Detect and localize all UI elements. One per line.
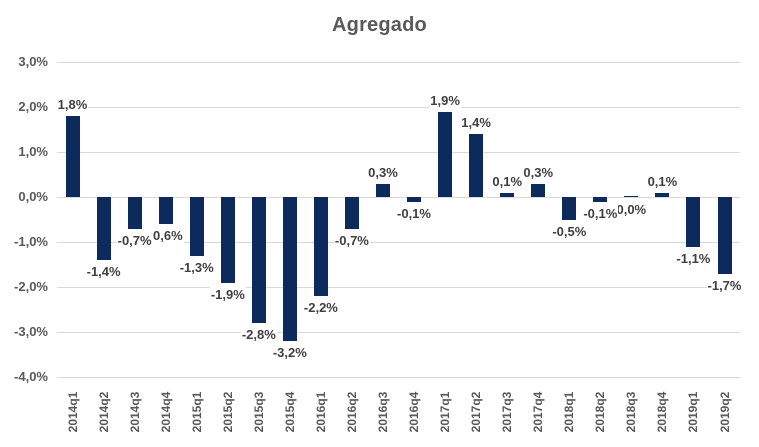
data-label: -0,6% bbox=[147, 228, 184, 243]
x-axis-tick-label: 2015q4 bbox=[282, 391, 297, 433]
data-label: -0,5% bbox=[551, 223, 588, 239]
y-axis-tick-label: -1,0% bbox=[14, 234, 48, 249]
y-axis-tick-label: 0,0% bbox=[18, 189, 48, 204]
bar bbox=[407, 197, 421, 202]
data-label: -1,1% bbox=[675, 250, 712, 266]
data-label: -2,2% bbox=[302, 300, 339, 315]
gridline bbox=[57, 152, 740, 153]
x-axis-tick-label: 2017q2 bbox=[469, 391, 484, 433]
gridline bbox=[57, 287, 740, 288]
x-axis-tick-label: 2019q2 bbox=[717, 391, 732, 433]
gridline bbox=[57, 197, 740, 198]
bar bbox=[220, 197, 235, 283]
x-axis-tick-label: 2014q1 bbox=[65, 391, 80, 433]
x-axis-tick-label: 2016q3 bbox=[376, 391, 390, 433]
data-label: 0,3% bbox=[367, 164, 399, 180]
bar bbox=[376, 183, 390, 197]
data-label: 0,3% bbox=[522, 164, 555, 180]
x-axis-tick-label: 2016q2 bbox=[344, 391, 359, 433]
y-axis-tick-label: -2,0% bbox=[14, 279, 48, 294]
bar bbox=[655, 192, 670, 197]
x-axis-tick-label: 2018q2 bbox=[593, 391, 608, 433]
bar bbox=[344, 197, 359, 229]
x-axis-tick-label: 2015q3 bbox=[251, 391, 266, 433]
bar bbox=[593, 197, 608, 202]
bar bbox=[686, 197, 701, 247]
bar bbox=[282, 197, 297, 341]
bar bbox=[127, 197, 142, 229]
x-axis-tick-label: 2017q1 bbox=[438, 391, 453, 433]
data-label: -1,3% bbox=[178, 259, 215, 275]
data-label: -0,1% bbox=[396, 205, 432, 221]
bar bbox=[189, 197, 204, 256]
data-label: 0,1% bbox=[646, 173, 679, 189]
bar bbox=[158, 197, 173, 224]
data-label: -1,4% bbox=[85, 264, 122, 279]
x-axis-tick-label: 2016q4 bbox=[407, 391, 421, 433]
data-label: 1,8% bbox=[56, 97, 89, 112]
data-label: -0,7% bbox=[116, 232, 153, 248]
x-axis-tick-label: 2015q1 bbox=[189, 391, 204, 433]
data-label: -2,8% bbox=[240, 327, 277, 342]
data-label: -1,7% bbox=[706, 277, 743, 293]
bar bbox=[251, 197, 266, 323]
data-label: -3,2% bbox=[271, 345, 308, 360]
bar bbox=[313, 197, 328, 296]
y-axis-tick-label: 2,0% bbox=[18, 99, 48, 114]
chart-title: Agregado bbox=[332, 14, 427, 36]
gridline bbox=[57, 107, 740, 108]
x-axis-tick-label: 2014q4 bbox=[158, 391, 173, 433]
bar bbox=[469, 134, 484, 197]
gridline bbox=[57, 377, 740, 378]
gridline bbox=[57, 242, 740, 243]
bar bbox=[65, 116, 80, 197]
gridline bbox=[57, 62, 740, 63]
gridline bbox=[57, 332, 740, 333]
bar bbox=[562, 197, 577, 220]
bar bbox=[438, 111, 453, 197]
x-axis-tick-label: 2018q1 bbox=[562, 391, 577, 433]
data-label: 0,0% bbox=[615, 202, 648, 217]
x-axis-tick-label: 2014q2 bbox=[96, 391, 111, 433]
bar bbox=[500, 192, 515, 197]
data-label: -1,9% bbox=[209, 286, 246, 302]
data-label: 1,4% bbox=[460, 115, 492, 130]
y-axis-tick-label: 1,0% bbox=[18, 144, 48, 159]
bar bbox=[531, 183, 546, 197]
y-axis-tick-label: 3,0% bbox=[18, 54, 48, 69]
data-label: 0,1% bbox=[491, 173, 524, 189]
bar bbox=[96, 197, 111, 260]
x-axis-tick-label: 2017q3 bbox=[500, 391, 515, 433]
x-axis-tick-label: 2018q3 bbox=[624, 391, 639, 433]
bar bbox=[717, 197, 732, 274]
y-axis-tick-label: -3,0% bbox=[14, 324, 48, 339]
data-label: -0,7% bbox=[333, 232, 370, 248]
x-axis-tick-label: 2017q4 bbox=[531, 391, 546, 433]
data-label: -0,1% bbox=[582, 205, 619, 221]
x-axis-tick-label: 2018q4 bbox=[655, 391, 670, 433]
x-axis-tick-label: 2019q1 bbox=[686, 391, 701, 433]
y-axis-tick-label: -4,0% bbox=[14, 369, 48, 384]
bar bbox=[624, 196, 639, 197]
x-axis-tick-label: 2016q1 bbox=[313, 391, 328, 433]
x-axis-tick-label: 2015q2 bbox=[220, 391, 235, 433]
data-label: 1,9% bbox=[429, 92, 461, 108]
x-axis-tick-label: 2014q3 bbox=[127, 391, 142, 433]
